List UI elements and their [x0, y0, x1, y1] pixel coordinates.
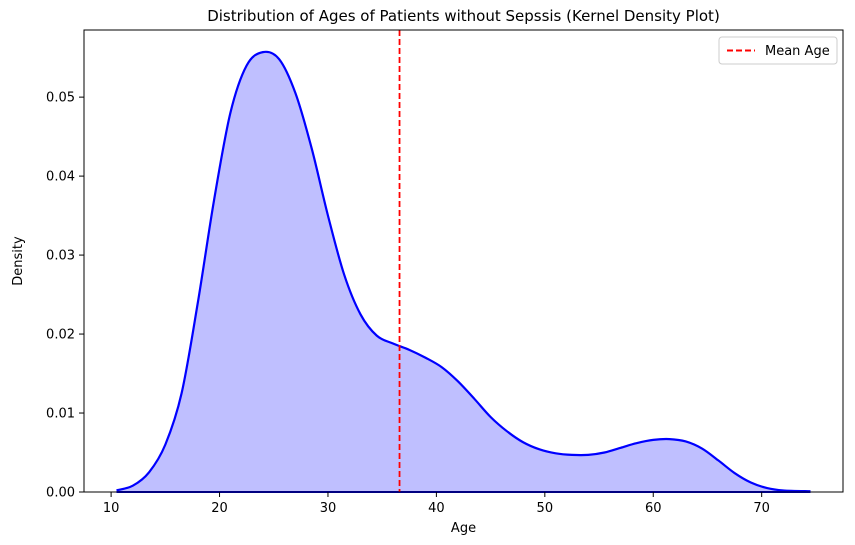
- y-tick-label: 0.03: [46, 249, 75, 264]
- y-tick-label: 0.02: [46, 328, 75, 343]
- y-tick-label: 0.01: [46, 407, 75, 422]
- density-fill-area: [116, 51, 811, 492]
- x-tick-label: 20: [211, 501, 228, 516]
- y-tick-label: 0.04: [46, 170, 75, 185]
- y-axis-label: Density: [11, 236, 26, 286]
- chart-title: Distribution of Ages of Patients without…: [207, 7, 720, 25]
- x-tick-label: 30: [320, 501, 337, 516]
- axes-frame: [83, 29, 844, 493]
- x-tick-label: 70: [753, 501, 770, 516]
- x-tick-label: 50: [537, 501, 554, 516]
- density-curve: [116, 50, 811, 493]
- legend: Mean Age: [718, 36, 838, 65]
- plot-area: 10 20 30 40 50 60 70 0.00 0.01 0.02 0.03 0.04 0.05: [46, 29, 844, 516]
- x-tick-label: 40: [428, 501, 445, 516]
- y-tick-label: 0.05: [46, 91, 75, 106]
- x-tick-label: 10: [103, 501, 120, 516]
- legend-frame: [718, 36, 838, 65]
- x-tick-label: 60: [645, 501, 662, 516]
- legend-mean-age-label: Mean Age: [765, 44, 830, 59]
- y-tick-label: 0.00: [46, 486, 75, 501]
- x-axis-label: Age: [451, 521, 476, 536]
